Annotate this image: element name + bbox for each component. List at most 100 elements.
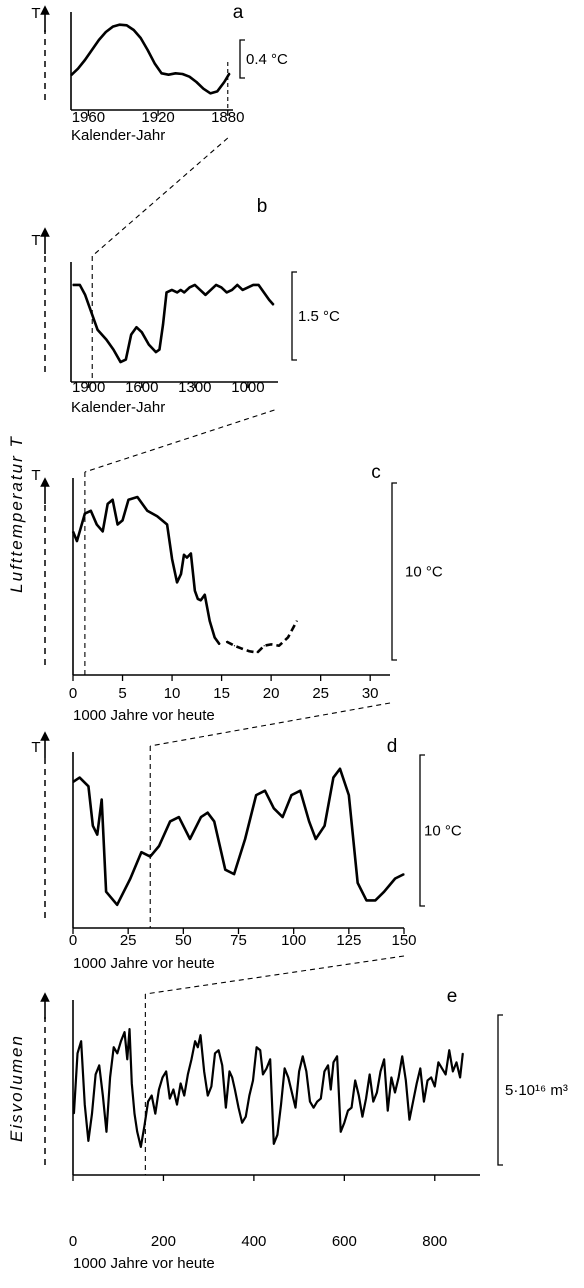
data-point [263, 645, 265, 647]
data-point [112, 499, 114, 501]
x-tick-label: 1880 [211, 109, 244, 126]
data-point [257, 284, 260, 286]
data-point [98, 1064, 100, 1066]
data-point [176, 291, 178, 293]
data-point [116, 523, 119, 526]
data-point [221, 1064, 223, 1066]
x-tick-label: 1900 [72, 379, 105, 396]
data-point [270, 643, 272, 645]
data-point [72, 530, 74, 533]
data-point [190, 552, 192, 555]
data-point [262, 1073, 264, 1076]
data-point [203, 1070, 205, 1073]
data-point [105, 339, 107, 341]
data-point [190, 1058, 193, 1060]
data-point [245, 1116, 247, 1118]
data-point [379, 1070, 382, 1073]
data-point [129, 877, 131, 880]
x-tick-label: 0 [69, 932, 77, 949]
data-point [247, 286, 249, 289]
data-point [90, 510, 92, 512]
data-point [180, 1082, 182, 1085]
data-point [259, 1049, 261, 1051]
data-point [240, 647, 243, 650]
data-point [455, 1061, 458, 1063]
data-point [180, 289, 182, 291]
data-point [299, 790, 301, 792]
data-point [309, 1100, 311, 1103]
data-point [278, 645, 280, 647]
data-point [143, 1125, 146, 1127]
data-point [130, 334, 132, 336]
data-point [140, 851, 143, 853]
panel-letter: b [257, 196, 268, 217]
data-point [146, 510, 148, 512]
data-point [419, 1067, 421, 1069]
data-point [226, 291, 228, 293]
data-point [252, 1079, 254, 1082]
data-point [76, 1052, 79, 1054]
data-point [80, 526, 82, 528]
data-point [294, 1107, 297, 1109]
data-point [228, 72, 231, 74]
data-point [79, 284, 81, 286]
data-point [199, 1034, 202, 1036]
data-point [216, 90, 218, 92]
data-point [273, 1143, 275, 1145]
data-point [162, 324, 164, 326]
data-point [390, 1076, 392, 1079]
panel-letter: d [387, 736, 398, 757]
scale-bar [391, 482, 397, 661]
data-point [290, 794, 293, 796]
data-point [148, 344, 150, 346]
x-tick-label: 0 [69, 685, 77, 702]
data-point [70, 74, 72, 76]
data-point [405, 1079, 407, 1082]
data-point [394, 877, 396, 880]
data-point [256, 652, 258, 654]
x-tick-label: 800 [422, 1233, 447, 1250]
data-point [189, 838, 191, 840]
data-point [316, 1100, 318, 1103]
data-point [172, 1088, 174, 1091]
data-point [225, 1107, 227, 1109]
data-point [225, 640, 228, 643]
data-point [215, 284, 217, 286]
temperature-curve [70, 23, 231, 95]
y-axis-label: T [31, 739, 40, 756]
data-point [183, 1094, 185, 1097]
x-axis-label: 1000 Jahre vor heute [73, 707, 215, 724]
data-point [204, 294, 207, 296]
data-point [430, 1076, 432, 1079]
data-point [160, 72, 163, 74]
data-point [398, 1076, 400, 1079]
data-point [197, 598, 199, 600]
data-point [354, 1079, 356, 1082]
data-point [357, 882, 359, 884]
data-point [174, 72, 177, 74]
data-point [219, 643, 221, 645]
data-point [361, 1116, 364, 1118]
data-point [332, 1061, 335, 1063]
x-tick-label: 125 [336, 932, 361, 949]
x-tick-label: 5 [118, 685, 126, 702]
data-point [236, 284, 238, 286]
data-point [214, 1052, 216, 1054]
data-point [155, 351, 157, 353]
data-point [126, 24, 128, 26]
data-point [176, 581, 178, 583]
x-tick-label: 1600 [125, 379, 158, 396]
x-tick-label: 25 [312, 685, 329, 702]
data-point [228, 1070, 231, 1073]
data-point [403, 873, 405, 875]
data-point [183, 554, 185, 556]
data-point [372, 1100, 374, 1103]
data-point [167, 74, 170, 76]
data-point [101, 798, 103, 801]
data-point [73, 1113, 75, 1115]
zoom-connector [145, 955, 405, 995]
data-point [171, 558, 173, 560]
data-point [423, 1100, 425, 1103]
data-point [434, 1085, 436, 1088]
data-point [125, 358, 127, 361]
